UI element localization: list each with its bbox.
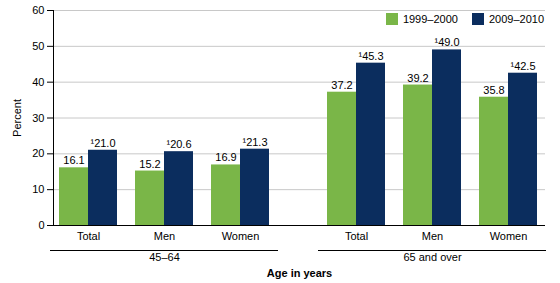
- svg-text:40: 40: [32, 76, 44, 88]
- svg-text:Men: Men: [422, 230, 443, 242]
- svg-text:Total: Total: [345, 230, 368, 242]
- svg-text:Women: Women: [222, 230, 260, 242]
- svg-text:Men: Men: [154, 230, 175, 242]
- svg-text:60: 60: [32, 4, 44, 16]
- svg-text:35.8: 35.8: [483, 84, 504, 96]
- svg-text:30: 30: [32, 112, 44, 124]
- svg-text:50: 50: [32, 40, 44, 52]
- svg-text:37.2: 37.2: [331, 79, 352, 91]
- html-text:2009–2010: 2009–2010: [488, 13, 544, 25]
- svg-text:39.2: 39.2: [407, 72, 428, 84]
- html-text:1999–2000: 1999–2000: [402, 13, 458, 25]
- svg-text:45–64: 45–64: [149, 251, 180, 263]
- svg-text:15.2: 15.2: [139, 158, 160, 170]
- svg-text:65 and over: 65 and over: [403, 251, 461, 263]
- svg-text:¹45.3: ¹45.3: [358, 50, 383, 62]
- svg-text:¹20.6: ¹20.6: [166, 138, 191, 150]
- svg-text:¹49.0: ¹49.0: [434, 36, 459, 48]
- svg-text:Percent: Percent: [11, 99, 23, 137]
- svg-text:Age in years: Age in years: [267, 267, 332, 279]
- svg-text:¹21.0: ¹21.0: [90, 137, 115, 149]
- svg-text:10: 10: [32, 183, 44, 195]
- svg-text:¹21.3: ¹21.3: [242, 136, 267, 148]
- svg-text:Women: Women: [490, 230, 528, 242]
- svg-text:¹42.5: ¹42.5: [510, 60, 535, 72]
- svg-text:Total: Total: [77, 230, 100, 242]
- svg-text:20: 20: [32, 147, 44, 159]
- svg-text:0: 0: [38, 219, 44, 231]
- svg-text:16.1: 16.1: [63, 154, 84, 166]
- svg-text:16.9: 16.9: [215, 151, 236, 163]
